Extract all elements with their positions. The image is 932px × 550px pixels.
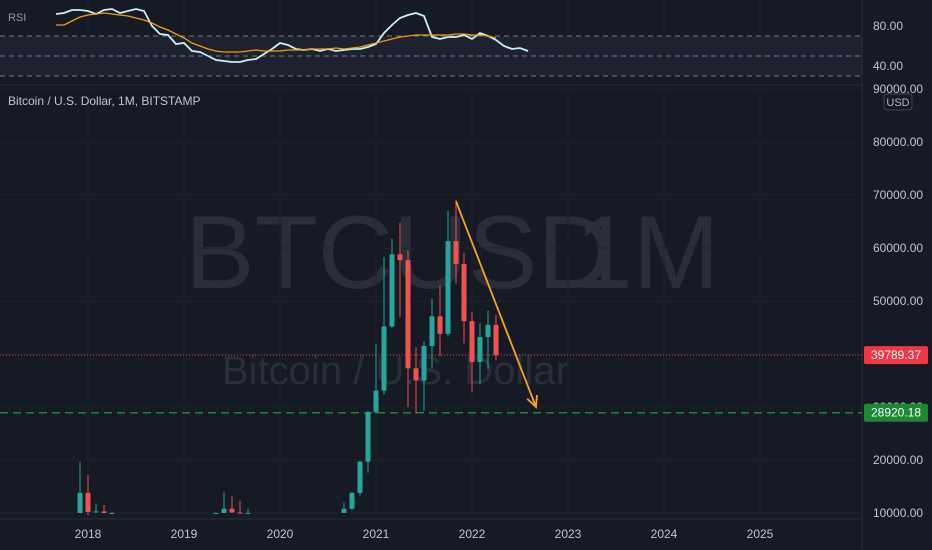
candle-body (381, 326, 387, 391)
candle-body (413, 368, 419, 381)
candle-body (213, 513, 219, 514)
price-tick-label: 50000.00 (873, 294, 923, 308)
trend-arrow-line[interactable] (455, 201, 537, 408)
candle-body (485, 324, 491, 338)
candle-body (405, 260, 411, 369)
candle-body (109, 513, 115, 514)
time-tick-label: 2025 (747, 527, 774, 541)
candle-body (349, 492, 355, 509)
candle-body (461, 263, 467, 322)
candle-body (229, 508, 235, 513)
price-tick-label: 20000.00 (873, 453, 923, 467)
rsi-ma-line (56, 12, 497, 53)
rsi-pane (0, 8, 862, 77)
candle-body (429, 316, 435, 347)
candle-body (469, 321, 475, 362)
candle-body (85, 492, 91, 512)
candle-body (101, 511, 107, 513)
candle-body (357, 461, 363, 493)
candles (77, 200, 499, 516)
candle-body (445, 241, 451, 334)
time-axis[interactable]: 2018 2019 2020 2021 2022 2023 2024 2025 (75, 527, 774, 541)
candle-body (245, 513, 251, 514)
candle-body (453, 241, 459, 264)
time-tick-label: 2023 (555, 527, 582, 541)
candle-body (373, 390, 379, 413)
price-axis-background (863, 0, 932, 550)
currency-unit-label: USD (886, 97, 909, 109)
candle-body (493, 324, 499, 356)
time-tick-label: 2020 (267, 527, 294, 541)
candle-body (421, 346, 427, 381)
candle-body (365, 412, 371, 462)
candle-body (221, 508, 227, 513)
last-price-label: 39789.37 (871, 348, 921, 362)
price-tick-label: 10000.00 (873, 506, 923, 520)
price-tick-label: 80000.00 (873, 135, 923, 149)
last-price-badge (864, 346, 928, 365)
trend-arrow-head (526, 394, 538, 409)
time-tick-label: 2021 (363, 527, 390, 541)
price-axis[interactable]: 10000.0020000.0030000.0040000.0050000.00… (863, 0, 932, 550)
candle-body (93, 511, 99, 513)
candle-body (389, 254, 395, 327)
price-tick-label: 70000.00 (873, 188, 923, 202)
watermark-interval: 1M (575, 195, 719, 311)
rsi-tick-label: 40.00 (873, 59, 903, 73)
candle-body (397, 254, 403, 261)
time-tick-label: 2022 (459, 527, 486, 541)
rsi-band (0, 36, 862, 76)
rsi-line (55, 8, 529, 63)
candle-body (77, 492, 83, 513)
price-tick-label: 90000.00 (873, 82, 923, 96)
symbol-title: Bitcoin / U.S. Dollar, 1M, BITSTAMP (8, 94, 201, 108)
candle-body (437, 316, 443, 334)
support-price-label: 28920.18 (871, 406, 921, 420)
rsi-tick-label: 80.00 (873, 19, 903, 33)
currency-unit-button[interactable]: USD (883, 93, 913, 111)
time-tick-label: 2018 (75, 527, 102, 541)
watermark-ticker: BTCUSD (185, 195, 613, 311)
time-tick-label: 2019 (171, 527, 198, 541)
rsi-label: RSI (8, 12, 26, 24)
candle-body (237, 512, 243, 514)
price-tick-label: 60000.00 (873, 241, 923, 255)
support-price-badge (864, 403, 928, 422)
time-tick-label: 2024 (651, 527, 678, 541)
candle-body (341, 508, 347, 513)
candle-body (477, 337, 483, 362)
